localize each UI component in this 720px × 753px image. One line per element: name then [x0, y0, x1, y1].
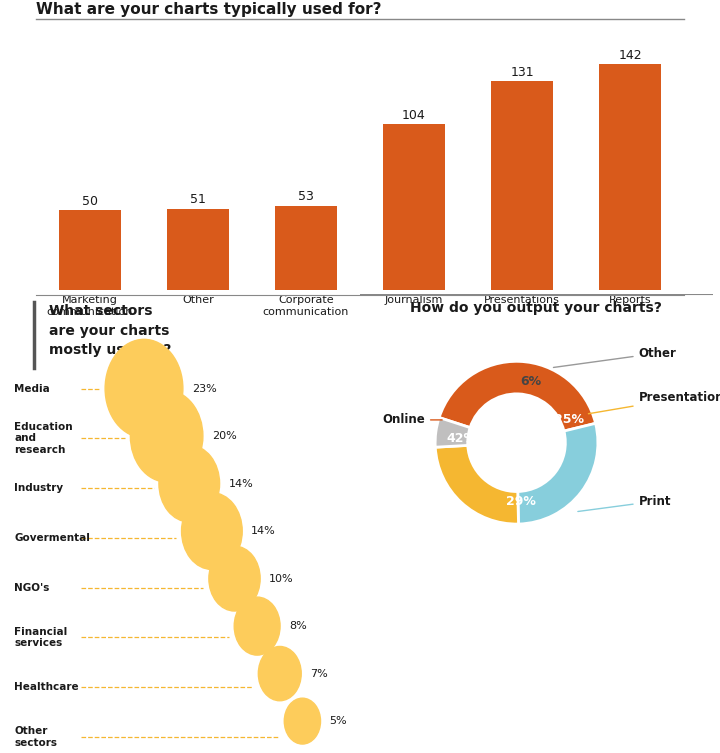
- Text: Print: Print: [578, 495, 671, 511]
- Text: 42%: 42%: [446, 432, 476, 445]
- Circle shape: [181, 492, 242, 569]
- Text: Other: Other: [554, 346, 677, 367]
- Text: Govermental: Govermental: [14, 533, 90, 543]
- Text: What sectors
are your charts
mostly used in?: What sectors are your charts mostly used…: [49, 304, 171, 357]
- Circle shape: [159, 445, 220, 522]
- Circle shape: [234, 597, 280, 655]
- Text: 23%: 23%: [192, 383, 217, 394]
- Text: 53: 53: [298, 191, 314, 203]
- Text: Online: Online: [382, 413, 442, 426]
- Text: NGO's: NGO's: [14, 583, 50, 593]
- Circle shape: [258, 647, 301, 701]
- Wedge shape: [436, 445, 518, 524]
- Text: Education
and
research: Education and research: [14, 422, 73, 455]
- Text: What are your charts typically used for?: What are your charts typically used for?: [36, 2, 382, 17]
- Circle shape: [284, 698, 320, 744]
- Text: Other
sectors: Other sectors: [14, 726, 58, 748]
- Text: 25%: 25%: [554, 413, 585, 426]
- Bar: [491, 81, 554, 290]
- Text: 142: 142: [618, 49, 642, 62]
- Text: 50: 50: [82, 195, 98, 208]
- Bar: [275, 206, 337, 290]
- Text: 6%: 6%: [521, 375, 541, 388]
- Text: 104: 104: [402, 109, 426, 122]
- Text: Presentation: Presentation: [588, 392, 720, 413]
- Bar: [167, 209, 230, 290]
- Circle shape: [105, 340, 183, 437]
- Circle shape: [130, 390, 203, 482]
- Text: 131: 131: [510, 66, 534, 79]
- Wedge shape: [439, 361, 595, 431]
- Text: Healthcare: Healthcare: [14, 682, 79, 692]
- Text: 8%: 8%: [289, 621, 307, 631]
- Text: 29%: 29%: [505, 495, 536, 508]
- Circle shape: [209, 546, 260, 611]
- Text: How do you output your charts?: How do you output your charts?: [410, 300, 662, 315]
- Text: Financial
services: Financial services: [14, 626, 68, 648]
- Text: 14%: 14%: [251, 526, 276, 536]
- Text: 5%: 5%: [330, 716, 347, 726]
- Wedge shape: [435, 418, 470, 447]
- Text: Media: Media: [14, 383, 50, 394]
- Text: 20%: 20%: [212, 431, 237, 441]
- Bar: [383, 124, 445, 290]
- Wedge shape: [518, 423, 598, 524]
- Text: Industry: Industry: [14, 483, 63, 493]
- Text: 51: 51: [190, 194, 206, 206]
- Bar: [599, 64, 662, 290]
- Bar: [59, 210, 121, 290]
- Text: 14%: 14%: [228, 479, 253, 489]
- Text: 7%: 7%: [310, 669, 328, 678]
- Text: 10%: 10%: [269, 574, 294, 584]
